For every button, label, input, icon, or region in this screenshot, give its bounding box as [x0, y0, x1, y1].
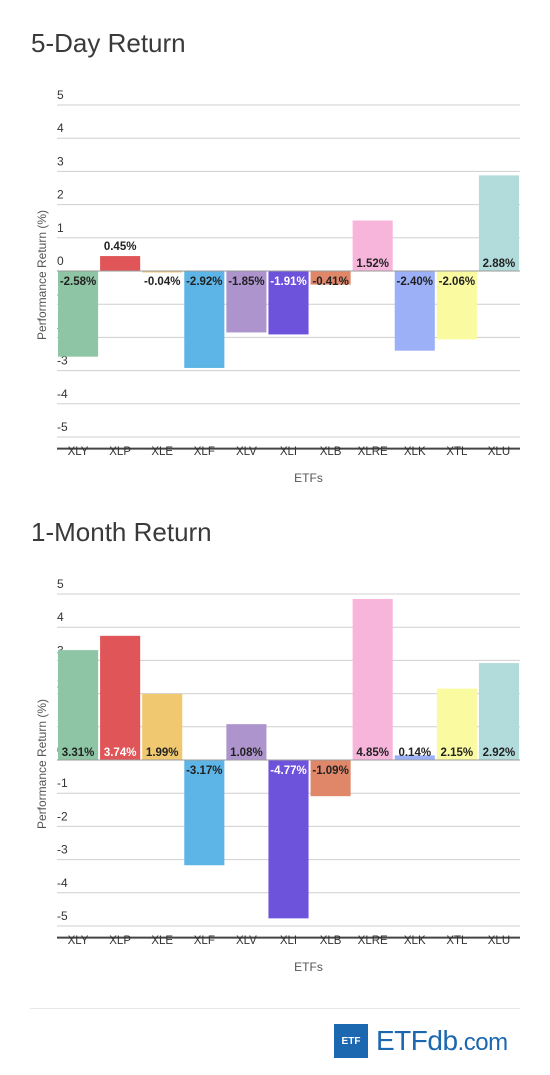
etfdb-logo[interactable]: ETF ETFdb.com: [334, 1024, 508, 1058]
bar-xly: [58, 271, 99, 357]
x-tick-label: XLK: [404, 935, 426, 947]
x-tick-label: XLF: [194, 446, 215, 458]
bar-xlb: [310, 271, 351, 285]
y-tick-label: 3: [57, 154, 64, 168]
x-tick-label: XTL: [446, 446, 468, 458]
bar-xtl: [436, 688, 477, 760]
x-tick-label: XLB: [320, 446, 342, 458]
y-tick-label: -3: [57, 843, 68, 857]
bar-xlf: [184, 271, 225, 368]
data-label: 1.99%: [146, 747, 179, 759]
data-label: 2.15%: [441, 747, 474, 759]
data-label: -0.04%: [144, 276, 180, 288]
y-tick-label: -5: [57, 909, 68, 923]
data-label: 0.45%: [104, 241, 137, 253]
y-tick-label: -4: [57, 387, 68, 401]
etf-badge-icon: ETF: [334, 1024, 368, 1058]
bar-xlu: [478, 663, 519, 760]
data-label: -4.77%: [270, 765, 306, 777]
data-label: 3.74%: [104, 747, 137, 759]
data-label: -2.40%: [397, 276, 433, 288]
x-tick-label: XTL: [446, 935, 468, 947]
data-label: 0.14%: [398, 747, 431, 759]
x-tick-label: XLF: [194, 935, 215, 947]
bar-xtl: [436, 271, 477, 340]
data-label: -2.58%: [60, 276, 96, 288]
y-tick-label: 1: [57, 221, 64, 235]
bar-xlb: [310, 760, 351, 797]
x-tick-label: XLY: [68, 935, 89, 947]
bar-xlu: [478, 175, 519, 271]
data-label: 2.88%: [483, 258, 516, 270]
y-tick-label: 2: [57, 188, 64, 202]
bar-xli: [268, 271, 309, 335]
y-tick-label: -2: [57, 809, 68, 823]
x-tick-label: XLV: [236, 935, 257, 947]
y-tick-label: 5: [57, 577, 64, 591]
chart-5-day-return: 543210-1-2-3-4-5-2.58%0.45%-0.04%-2.92%-…: [35, 88, 520, 485]
bar-xle: [142, 693, 183, 760]
data-label: -3.17%: [186, 765, 222, 777]
y-tick-label: 4: [57, 121, 64, 135]
y-axis-label: Performance Return (%): [35, 699, 49, 829]
bar-xlp: [100, 256, 141, 271]
bar-xli: [268, 760, 309, 919]
y-tick-label: 5: [57, 88, 64, 102]
x-tick-label: XLY: [68, 446, 89, 458]
y-tick-label: 0: [57, 254, 64, 268]
data-label: -1.85%: [228, 276, 264, 288]
bar-xlp: [100, 635, 141, 760]
chart-1-month-return: 543210-1-2-3-4-53.31%3.74%1.99%-3.17%1.0…: [35, 577, 520, 974]
y-axis-label: Performance Return (%): [35, 210, 49, 340]
y-tick-label: -3: [57, 354, 68, 368]
bar-xlv: [226, 271, 267, 333]
y-tick-label: -4: [57, 876, 68, 890]
data-label: -2.92%: [186, 276, 222, 288]
footer-divider: [30, 1008, 520, 1009]
y-tick-label: 4: [57, 610, 64, 624]
x-axis-label: ETFs: [294, 960, 323, 974]
chart-title-5-day: 5-Day Return: [31, 28, 186, 58]
bar-xlk: [394, 271, 435, 351]
x-tick-label: XLP: [109, 446, 131, 458]
x-tick-label: XLE: [151, 446, 173, 458]
bar-xlk: [394, 755, 435, 760]
data-label: 1.52%: [356, 258, 389, 270]
x-tick-label: XLI: [280, 446, 297, 458]
data-label: 1.08%: [230, 747, 263, 759]
x-tick-label: XLRE: [358, 935, 388, 947]
data-label: -0.41%: [312, 276, 348, 288]
bar-xlv: [226, 724, 267, 760]
bar-xlre: [352, 220, 393, 271]
x-tick-label: XLV: [236, 446, 257, 458]
bar-xle: [142, 271, 183, 273]
y-tick-label: -1: [57, 776, 68, 790]
bar-xlre: [352, 598, 393, 760]
bar-xly: [58, 650, 99, 760]
x-tick-label: XLP: [109, 935, 131, 947]
logo-db: db: [427, 1025, 458, 1056]
bar-xlf: [184, 760, 225, 866]
data-label: -1.09%: [312, 765, 348, 777]
y-tick-label: -5: [57, 420, 68, 434]
x-tick-label: XLRE: [358, 446, 388, 458]
x-axis-label: ETFs: [294, 471, 323, 485]
chart-title-1-month: 1-Month Return: [31, 517, 212, 547]
logo-etf: ETF: [376, 1025, 428, 1056]
x-tick-label: XLE: [151, 935, 173, 947]
x-tick-label: XLU: [488, 446, 510, 458]
data-label: 3.31%: [62, 747, 95, 759]
x-tick-label: XLI: [280, 935, 297, 947]
data-label: 4.85%: [356, 747, 389, 759]
logo-wordmark: ETFdb.com: [376, 1025, 508, 1057]
data-label: 2.92%: [483, 747, 516, 759]
data-label: -2.06%: [439, 276, 475, 288]
logo-com: .com: [457, 1029, 509, 1056]
x-tick-label: XLK: [404, 446, 426, 458]
x-tick-label: XLU: [488, 935, 510, 947]
x-tick-label: XLB: [320, 935, 342, 947]
data-label: -1.91%: [270, 276, 306, 288]
